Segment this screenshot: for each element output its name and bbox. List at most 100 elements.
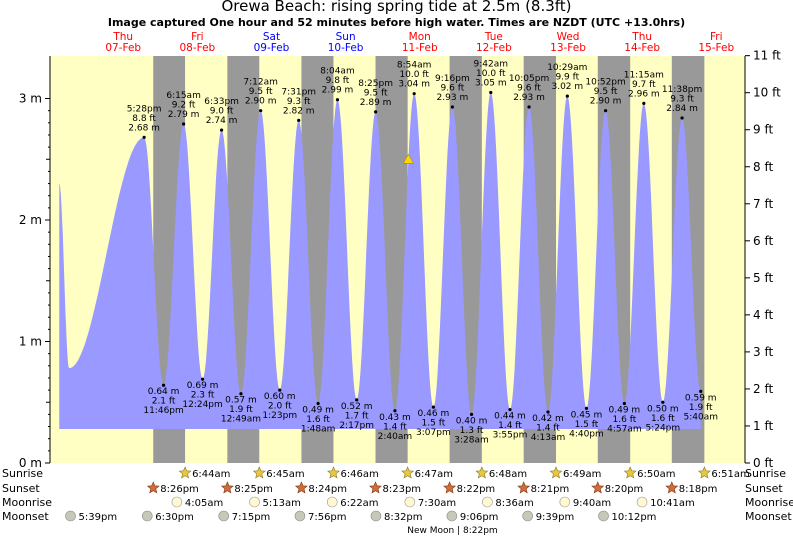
low-tide-label: 1.6 ft	[306, 415, 330, 425]
low-tide-label: 0.42 m	[532, 414, 564, 424]
moonset-time: 8:32pm	[384, 512, 423, 523]
low-tide-label: 11:46pm	[143, 406, 183, 416]
day-date: 08-Feb	[179, 42, 215, 54]
tide-point	[642, 101, 646, 105]
high-tide-label: 9.9 ft	[555, 73, 579, 83]
low-tide-label: 2.1 ft	[152, 397, 176, 407]
high-tide-label: 3.05 m	[475, 78, 507, 88]
sunrise-icon	[549, 466, 563, 479]
tide-point	[546, 410, 550, 414]
tide-area	[59, 92, 701, 429]
high-tide-label: 10:52pm	[585, 78, 625, 88]
low-tide-label: 4:13am	[531, 433, 566, 443]
high-tide-label: 7:31pm	[281, 87, 316, 97]
row-label-left: Sunrise	[2, 467, 43, 480]
moonset-icon	[522, 510, 533, 522]
low-tide-label: 1.4 ft	[383, 422, 407, 432]
high-tide-label: 2.90 m	[590, 97, 622, 107]
right-tick-label: 11 ft	[753, 49, 781, 63]
tide-point	[335, 98, 340, 102]
moonset-time: 5:39pm	[79, 512, 118, 523]
moonset-time: 9:06pm	[460, 512, 499, 523]
low-tide-label: 2.0 ft	[268, 402, 292, 412]
sunset-icon	[591, 481, 605, 494]
tide-point	[661, 400, 665, 404]
right-tick-label: 10 ft	[753, 86, 781, 100]
day-name: Wed	[557, 31, 580, 43]
low-tide-label: 2:40am	[378, 432, 413, 442]
sunrise-time: 6:45am	[266, 469, 304, 480]
row-label-right: Sunset	[745, 482, 783, 495]
sunrise-icon	[401, 466, 415, 479]
sunrise-icon	[623, 466, 637, 479]
right-tick-label: 8 ft	[753, 160, 773, 174]
day-name: Tue	[484, 31, 503, 43]
day-date: 13-Feb	[550, 42, 586, 54]
high-tide-label: 2.89 m	[360, 98, 392, 108]
row-label-right: Moonset	[745, 510, 792, 523]
moonrise-icon	[404, 496, 416, 508]
right-tick-label: 4 ft	[753, 308, 773, 322]
low-tide-label: 0.69 m	[187, 381, 219, 391]
moonrise-icon	[171, 496, 183, 508]
tide-point	[527, 105, 531, 109]
high-tide-label: 10:05pm	[509, 74, 549, 84]
low-tide-label: 0.60 m	[264, 392, 296, 402]
high-tide-label: 2.90 m	[245, 97, 277, 107]
tide-point	[469, 412, 474, 417]
high-tide-label: 8:04am	[320, 67, 355, 77]
moonrise-time: 5:13am	[263, 498, 301, 509]
day-date: 14-Feb	[624, 42, 660, 54]
tide-point	[489, 90, 493, 95]
tide-curve	[59, 92, 701, 429]
left-tick-label: 2 m	[19, 213, 42, 227]
low-tide-label: 5:40am	[683, 412, 718, 422]
high-tide-label: 2.74 m	[206, 116, 238, 126]
sunset-time: 8:25pm	[234, 484, 273, 495]
high-tide-label: 7:12am	[243, 78, 278, 88]
tide-point	[450, 105, 454, 109]
tide-point	[200, 377, 205, 381]
row-label-left: Moonrise	[2, 496, 52, 509]
tide-point	[316, 401, 320, 406]
high-tide-label: 9.0 ft	[210, 107, 234, 117]
low-tide-label: 0.46 m	[418, 409, 450, 419]
high-tide-label: 8:54am	[397, 61, 432, 71]
tide-point	[393, 409, 397, 413]
high-tide-label: 2.96 m	[628, 89, 660, 99]
moonrise-time: 7:30am	[418, 498, 456, 509]
moonrise-time: 6:22am	[340, 498, 378, 509]
moonset-icon	[294, 510, 306, 522]
low-tide-label: 0.57 m	[225, 396, 257, 406]
tide-point	[565, 94, 569, 98]
sunrise-icon	[475, 466, 489, 479]
right-tick-label: 1 ft	[753, 419, 773, 433]
low-tide-label: 2:17pm	[339, 421, 374, 431]
high-tide-label: 3.02 m	[551, 82, 583, 92]
sunset-icon	[443, 481, 457, 494]
sunrise-icon	[327, 466, 340, 479]
high-tide-label: 9.7 ft	[632, 80, 656, 90]
moonset-icon	[65, 510, 76, 522]
sunrise-time: 6:51am	[711, 469, 749, 480]
moonrise-icon	[482, 496, 493, 508]
tide-point	[508, 407, 512, 412]
low-tide-label: 1.9 ft	[229, 405, 253, 415]
tide-point	[278, 388, 282, 392]
low-tide-label: 4:57am	[607, 424, 642, 434]
moonset-time: 9:39pm	[536, 512, 575, 523]
tide-point	[412, 92, 416, 96]
sunrise-icon	[697, 466, 711, 479]
low-tide-label: 2.3 ft	[191, 391, 215, 401]
moonset-icon	[446, 510, 458, 522]
high-tide-label: 5:28pm	[127, 104, 162, 114]
high-tide-label: 9.6 ft	[517, 84, 541, 94]
tide-point	[297, 118, 301, 122]
right-tick-label: 6 ft	[753, 234, 773, 248]
moonset-time: 7:15pm	[232, 512, 271, 523]
tide-point	[603, 109, 608, 113]
day-date: 11-Feb	[402, 42, 438, 54]
day-headers: Thu07-FebFri08-FebSat09-FebSun10-FebMon1…	[105, 31, 734, 54]
day-name: Fri	[191, 31, 204, 43]
high-tide-label: 9.2 ft	[172, 101, 196, 111]
